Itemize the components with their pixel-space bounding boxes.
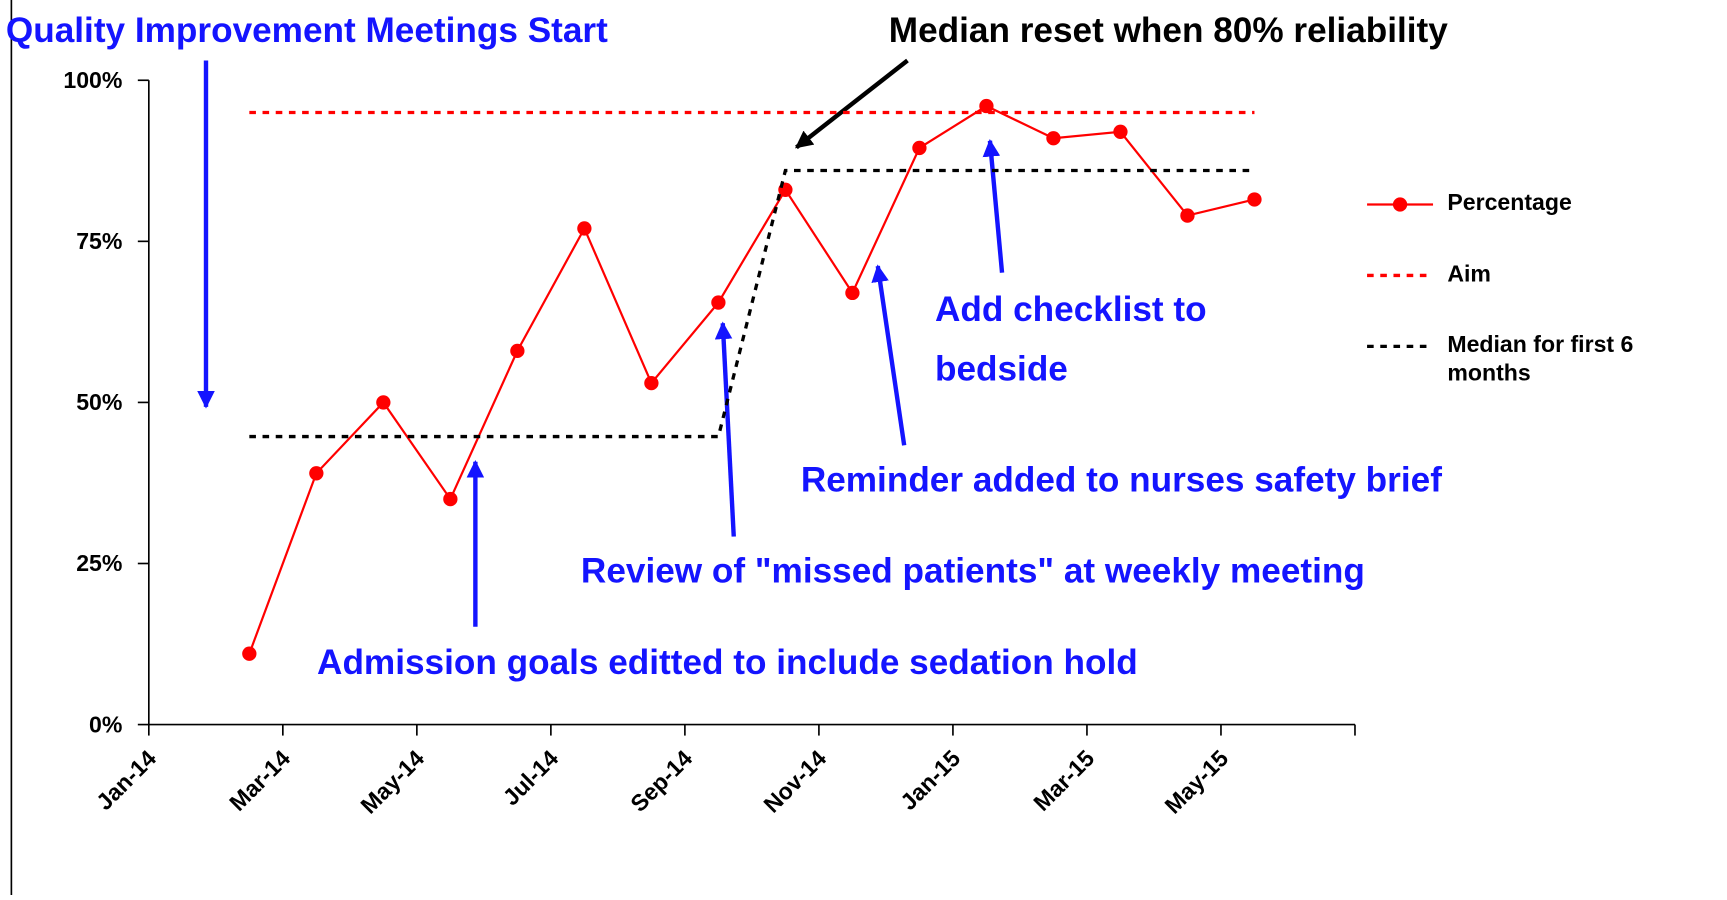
x-tick-label: Jan-15	[895, 745, 965, 815]
x-tick-label: Jul-14	[498, 745, 564, 811]
series-line	[248, 104, 1255, 655]
annotation: Reminder added to nurses safety brief	[801, 460, 1442, 499]
legend-label: Percentage	[1447, 190, 1572, 216]
data-point	[1180, 208, 1195, 223]
legend-marker	[1392, 197, 1408, 212]
data-point	[1113, 124, 1128, 139]
series-line	[249, 168, 1255, 439]
legend-label: Median for first 6 months	[1447, 332, 1634, 386]
arrow	[795, 58, 909, 150]
x-tick-label: Nov-14	[758, 745, 831, 818]
data-point	[577, 221, 592, 236]
data-point	[644, 375, 659, 391]
data-point	[912, 140, 927, 156]
annotation: Median reset when 80% reliability	[889, 11, 1448, 50]
x-tick-label: Mar-15	[1028, 745, 1099, 816]
annotation: Quality Improvement Meetings Start	[6, 11, 608, 50]
y-tick-label: 75%	[76, 228, 122, 254]
annotation: Add checklist to	[935, 290, 1207, 329]
y-tick-label: 0%	[89, 711, 122, 737]
arrow	[871, 264, 907, 446]
y-tick-label: 100%	[63, 67, 122, 93]
arrow	[714, 321, 736, 537]
data-point	[1046, 131, 1061, 146]
data-point	[510, 343, 525, 359]
x-tick-label: Jan-14	[91, 745, 161, 815]
x-tick-label: May-15	[1160, 745, 1234, 819]
data-point	[309, 466, 324, 481]
data-point	[979, 98, 994, 114]
annotation: bedside	[935, 349, 1068, 388]
y-tick-label: 25%	[76, 550, 122, 576]
data-point	[443, 491, 458, 507]
data-point	[711, 295, 726, 310]
legend-label: Aim	[1447, 261, 1491, 287]
annotation: Admission goals editted to include sedat…	[317, 643, 1138, 682]
legend-item: Median for first 6 months	[1447, 332, 1634, 386]
data-point	[376, 395, 391, 410]
data-point	[242, 646, 257, 661]
x-tick-label: May-14	[355, 745, 429, 819]
arrow	[982, 138, 1005, 273]
data-point	[845, 285, 860, 301]
legend-item: Aim	[1447, 261, 1491, 287]
data-point	[1247, 192, 1262, 207]
annotation: Review of "missed patients" at weekly me…	[581, 552, 1365, 591]
x-tick-label: Sep-14	[625, 745, 697, 817]
arrows	[197, 58, 1005, 627]
y-tick-label: 50%	[76, 389, 122, 415]
x-tick-label: Mar-14	[224, 745, 295, 816]
legend-item: Percentage	[1447, 190, 1572, 216]
